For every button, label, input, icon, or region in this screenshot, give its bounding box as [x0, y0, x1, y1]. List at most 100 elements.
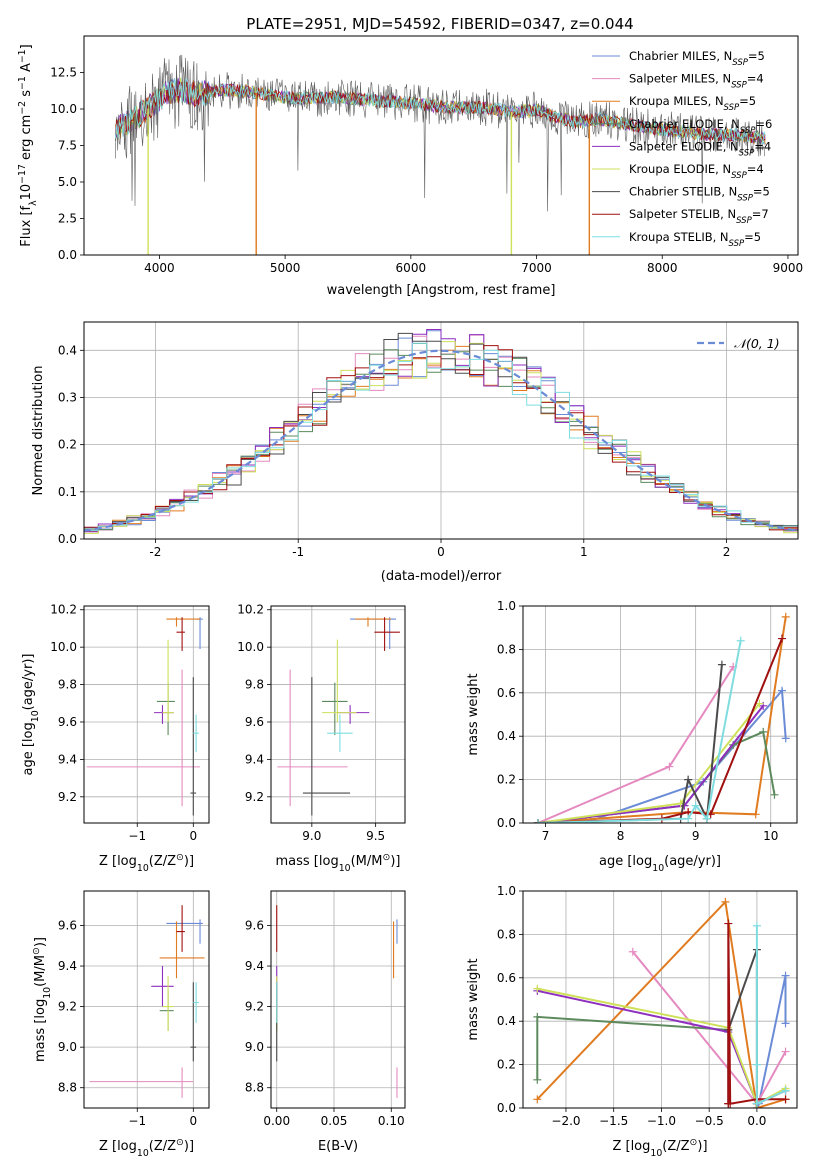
weight-point-marker: [759, 727, 768, 736]
weight-point-marker: [724, 919, 733, 928]
x-tick-label: 6000: [396, 261, 427, 275]
weight-point-marker: [533, 984, 542, 993]
massweight_vs_Z-plot-area: [533, 897, 790, 1108]
massweight_vs_Z-spines: [522, 890, 798, 1109]
age_vs_mass-x-label: mass [log10(M/M⊙)]: [276, 852, 401, 874]
weight-point-marker: [533, 1012, 542, 1021]
mass_vs_ebv-plot-area: [276, 905, 398, 1098]
mass_vs_Z-plot-area: [89, 905, 205, 1098]
x-tick-label: 0: [189, 1114, 197, 1128]
x-tick-label: 0: [437, 545, 445, 559]
weight-point-marker: [736, 636, 745, 645]
weight-point-marker: [533, 1095, 542, 1104]
y-tick-label: 10.0: [50, 640, 77, 654]
x-tick-label: 4000: [144, 261, 175, 275]
legend-label: Chabrier STELIB, NSSP=5: [629, 185, 770, 204]
x-tick-label: 9.5: [366, 829, 385, 843]
y-tick-label: 9.4: [58, 959, 77, 973]
massweight_vs_age-plot-area: [534, 612, 790, 823]
mass_vs_Z-spines: [83, 890, 210, 1109]
y-tick-label: 9.2: [245, 1000, 264, 1014]
age_vs_mass-spines: [270, 605, 406, 824]
age_vs_Z-plot-area: [86, 617, 203, 816]
y-tick-label: 1.0: [497, 884, 516, 898]
massweight_vs_age-axes: 7 8 9 10 0.0 0.2 0.4 0.6 0.8 1.0 age [log10(age/yr…: [466, 599, 798, 874]
y-tick-label: 7.5: [58, 139, 77, 153]
weight-series-line: [755, 925, 786, 1106]
weight-point-marker: [717, 660, 726, 669]
histogram-series-step: [84, 345, 798, 531]
y-tick-label: 0.6: [497, 686, 516, 700]
legend-label: Salpeter STELIB, NSSP=7: [629, 207, 769, 226]
y-tick-label: 9.4: [245, 959, 264, 973]
legend-label: Kroupa STELIB, NSSP=5: [629, 230, 761, 249]
x-tick-label: 7000: [521, 261, 552, 275]
y-tick-label: 5.0: [58, 175, 77, 189]
mass_vs_ebv-axes: 0.00 0.05 0.10 8.8 9.0 9.2 9.4 9.6 E(B-V): [245, 890, 406, 1154]
histogram-y-label: Normed distribution: [31, 366, 46, 496]
spectrum-x-label: wavelength [Angstrom, rest frame]: [327, 283, 556, 298]
y-tick-label: 0.0: [58, 248, 77, 262]
massweight_vs_Z-y-label: mass weight: [466, 958, 481, 1040]
y-tick-label: 0.1: [58, 485, 77, 499]
age_vs_Z-spines: [83, 605, 210, 824]
y-tick-label: 10.0: [50, 102, 77, 116]
legend-label: Chabrier MILES, NSSP=5: [629, 49, 765, 68]
weight-point-marker: [691, 801, 700, 810]
weight-point-marker: [721, 897, 730, 906]
legend-label: 𝒩(0, 1): [734, 336, 780, 351]
histogram-x-label: (data-model)/error: [381, 569, 502, 584]
y-tick-label: 9.2: [245, 790, 264, 804]
y-tick-label: 0.4: [497, 1014, 516, 1028]
spectrum-frame: 4000 5000 6000 7000 8000 9000 0.0 2.5 5.0 7.5 10.0…: [17, 35, 803, 298]
y-tick-label: 0.0: [497, 1101, 516, 1115]
y-tick-label: 0.0: [497, 816, 516, 830]
weight-point-marker: [665, 762, 674, 771]
mass_vs_Z-y-label: mass [log10(M/M⊙)]: [31, 937, 53, 1062]
x-tick-label: -2: [149, 545, 161, 559]
y-tick-label: 1.0: [497, 599, 516, 613]
age_vs_Z-frame: −1 0 9.2 9.4 9.6 9.8 10.0 10.2 Z [log10(Z/Z⊙)] ag…: [21, 603, 210, 874]
legend-label: Kroupa MILES, NSSP=5: [629, 94, 756, 113]
x-tick-label: 0.00: [263, 1114, 290, 1128]
x-tick-label: −1: [128, 829, 146, 843]
y-tick-label: 0.3: [58, 390, 77, 404]
x-tick-label: −1.5: [599, 1114, 628, 1128]
weight-point-marker: [726, 1099, 735, 1108]
normal-reference-curve: [84, 349, 798, 532]
y-tick-label: 0.8: [497, 927, 516, 941]
y-tick-label: 0.2: [497, 1058, 516, 1072]
x-tick-label: 5000: [270, 261, 301, 275]
y-tick-label: 9.0: [245, 1040, 264, 1054]
legend-label: Salpeter MILES, NSSP=4: [629, 72, 764, 91]
massweight_vs_age-frame: 7 8 9 10 0.0 0.2 0.4 0.6 0.8 1.0 age [log10(age/yr…: [466, 599, 798, 874]
y-tick-label: 9.2: [58, 1000, 77, 1014]
spectrum-plot-area: [115, 54, 766, 255]
y-tick-label: 12.5: [50, 66, 77, 80]
x-tick-label: 0.05: [321, 1114, 348, 1128]
x-tick-label: −2.0: [551, 1114, 580, 1128]
mass_vs_ebv-frame: 0.00 0.05 0.10 8.8 9.0 9.2 9.4 9.6 E(B-V): [245, 890, 406, 1154]
weight-point-marker: [755, 699, 764, 708]
y-tick-label: 9.6: [245, 715, 264, 729]
spectrum-series-line: [115, 54, 766, 212]
weight-point-marker: [684, 775, 693, 784]
weight-point-marker: [781, 734, 790, 743]
y-tick-label: 0.0: [58, 532, 77, 546]
massweight_vs_age-spines: [522, 605, 798, 824]
weight-point-marker: [628, 947, 637, 956]
weight-point-marker: [752, 1060, 761, 1069]
residual_hist-plot-area: [84, 329, 798, 534]
age_vs_mass-frame: 9.0 9.5 9.2 9.4 9.6 9.8 10.0 10.2 mass [log10(M/…: [237, 603, 406, 874]
y-tick-label: 8.8: [58, 1081, 77, 1095]
massweight_vs_age-y-label: mass weight: [466, 673, 481, 755]
y-tick-label: 2.5: [58, 212, 77, 226]
y-tick-label: 9.8: [245, 678, 264, 692]
weight-point-marker: [777, 634, 786, 643]
weight-point-marker: [781, 971, 790, 980]
spectrum-series-line: [115, 77, 766, 145]
x-tick-label: 9: [692, 829, 700, 843]
y-tick-label: 9.6: [58, 715, 77, 729]
